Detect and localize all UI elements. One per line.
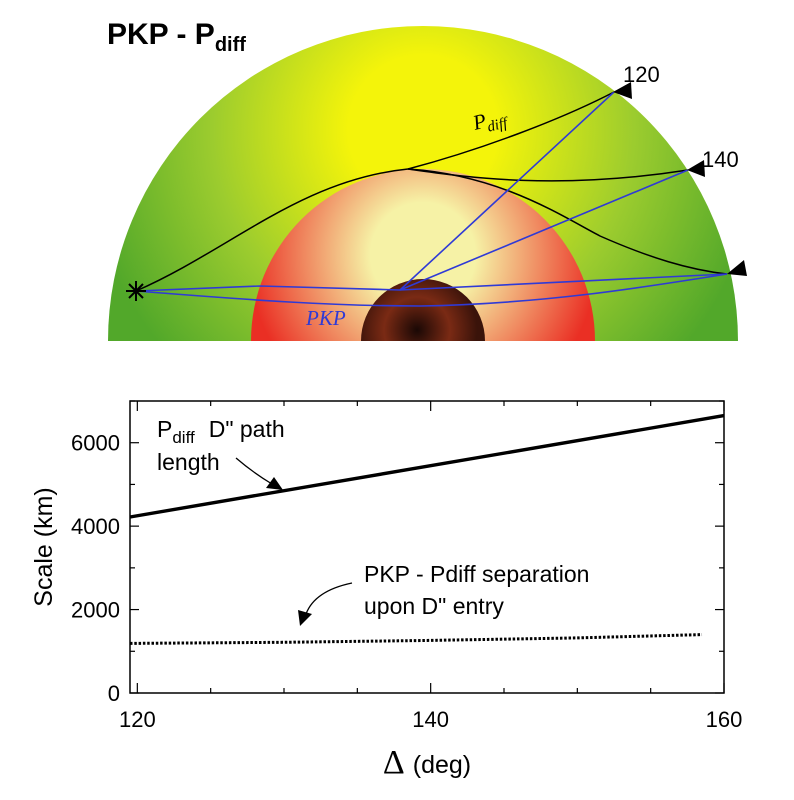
pkp-rays	[135, 91, 728, 307]
y-axis-title: Scale (km)	[30, 487, 58, 606]
y-tick-label: 2000	[71, 598, 120, 623]
y-tick-label: 6000	[71, 431, 120, 456]
x-axis-symbol: Δ	[383, 744, 405, 781]
pkp-ray-main	[135, 285, 401, 292]
separation-annotation-arrow	[305, 582, 353, 615]
series-layer	[129, 413, 725, 645]
x-tick-label: 160	[706, 707, 743, 732]
plot-frame	[129, 400, 725, 694]
x-axis-title: Δ (deg)	[383, 744, 471, 781]
y-tick-label: 4000	[71, 514, 120, 539]
station-160-icon	[727, 260, 747, 276]
x-tick-label: 120	[119, 707, 156, 732]
pkp-ray-160a	[399, 273, 728, 291]
y-tick-label: 0	[108, 681, 120, 706]
x-tick-label: 140	[412, 707, 449, 732]
inner-core	[361, 279, 485, 341]
pkp-ray-deep	[135, 273, 728, 307]
pkp-phase-label: PKP	[305, 306, 346, 330]
earth-cross-section: 120 140 Pdiff PKP	[108, 26, 747, 341]
pdiff-annotation-line2: length	[157, 449, 220, 475]
pdiff-ray-160	[407, 168, 728, 275]
pdiff-rays	[135, 91, 728, 292]
pkp-ray-120	[399, 91, 615, 291]
pdiff-annotation-arrow	[235, 457, 273, 485]
outer-core	[251, 169, 595, 341]
x-axis-unit: (deg)	[413, 751, 471, 779]
source-star-icon	[126, 281, 146, 301]
pdiff-ray-120	[407, 91, 615, 170]
separation-arrowhead-icon	[298, 610, 312, 626]
station-120-label: 120	[623, 62, 660, 87]
station-140-icon	[687, 160, 705, 177]
station-140-label: 140	[702, 147, 739, 172]
pdiff-ray-140	[407, 168, 689, 182]
series-pkp-pdiff-separation	[129, 633, 703, 645]
pdiff-ray-shared	[135, 168, 409, 292]
chart: 0 2000 4000 6000 120 140 160 Scale (km) Δ (deg…	[30, 400, 742, 781]
separation-annotation-line2: upon D" entry	[364, 593, 504, 619]
pdiff-phase-label: Pdiff	[469, 103, 510, 139]
x-axis-ticks: 120 140 160	[119, 401, 742, 732]
figure-title: PKP - Pdiff	[107, 18, 246, 56]
station-120-icon	[613, 82, 632, 99]
pkp-ray-140	[399, 169, 689, 291]
y-axis-ticks: 0 2000 4000 6000	[71, 400, 724, 706]
pdiff-annotation-line1: Pdiff D" path	[157, 416, 285, 447]
separation-annotation-line1: PKP - Pdiff separation	[364, 561, 589, 587]
pdiff-arrowhead-icon	[266, 477, 283, 490]
series-pdiff-path-length	[129, 413, 725, 519]
